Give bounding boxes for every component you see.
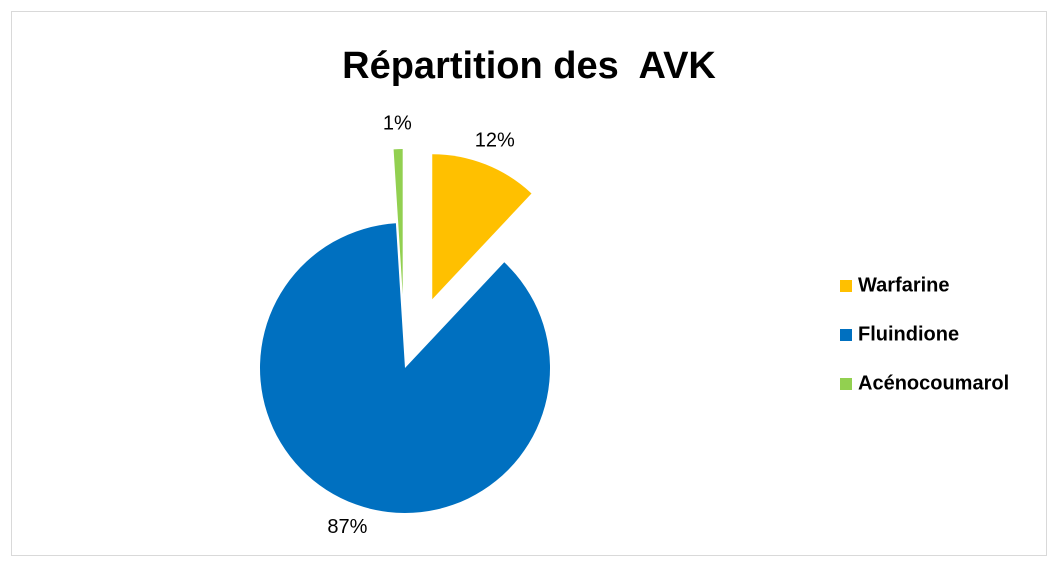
legend-label: Fluindione [858, 323, 959, 345]
pie-slice [393, 149, 403, 295]
pie-slice [259, 223, 550, 513]
legend-label: Acénocoumarol [858, 372, 1009, 394]
pie-slice [432, 154, 532, 300]
legend-swatch [840, 378, 852, 390]
legend-swatch [840, 280, 852, 292]
chart-title: Répartition des AVK [342, 45, 716, 87]
chart-border [11, 11, 1047, 556]
data-label: 87% [327, 516, 367, 538]
data-label: 12% [475, 129, 515, 151]
legend-swatch [840, 329, 852, 341]
data-label: 1% [383, 112, 412, 134]
legend-label: Warfarine [858, 274, 950, 296]
